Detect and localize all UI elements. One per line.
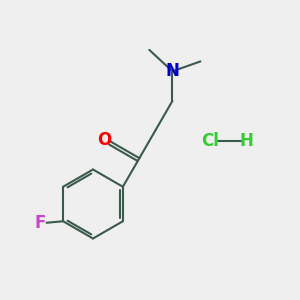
Text: Cl: Cl xyxy=(201,132,219,150)
Text: O: O xyxy=(97,131,111,149)
Text: F: F xyxy=(34,214,46,232)
Text: N: N xyxy=(165,62,179,80)
Text: H: H xyxy=(239,132,253,150)
